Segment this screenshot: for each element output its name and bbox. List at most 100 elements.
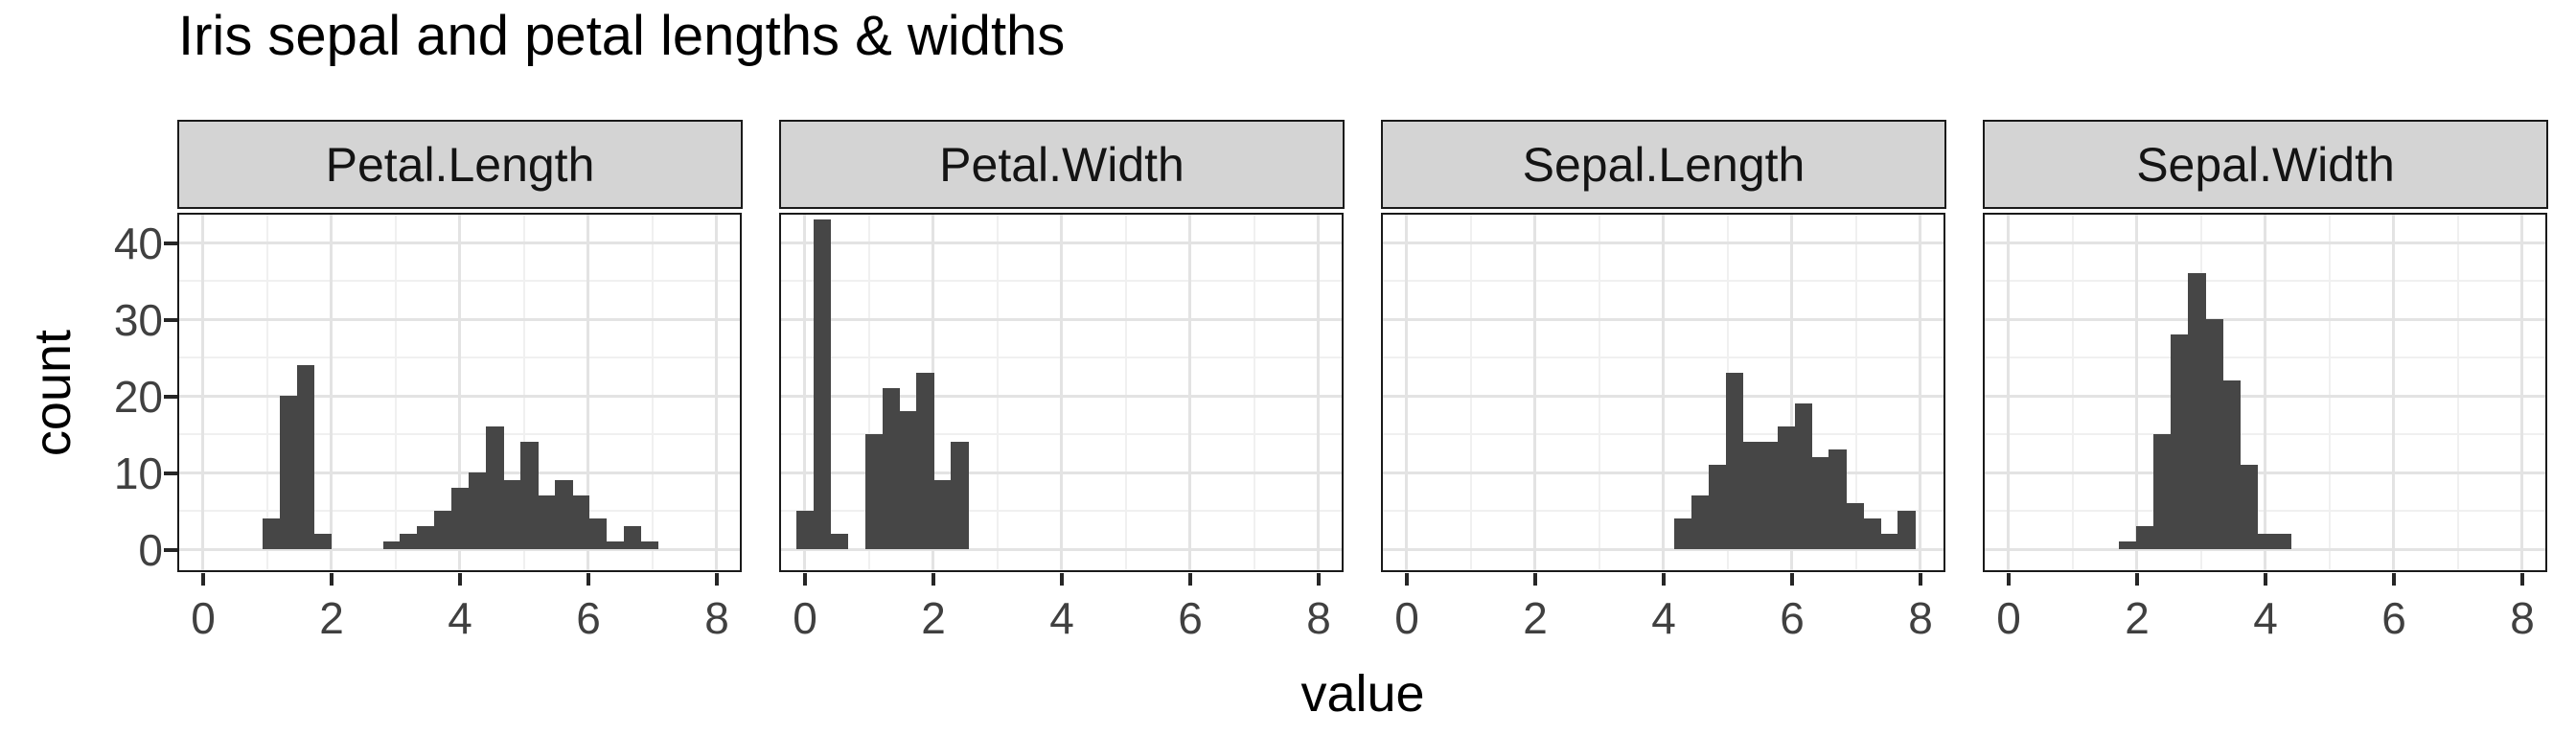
- x-tick-mark: [2392, 573, 2396, 586]
- y-tick-mark: [164, 471, 177, 475]
- grid-minor-v: [1469, 215, 1472, 570]
- grid-major-v: [458, 215, 461, 570]
- histogram-bar: [555, 480, 573, 549]
- x-tick-label: 8: [2510, 593, 2535, 643]
- x-tick-mark: [1790, 573, 1794, 586]
- histogram-bar: [503, 480, 521, 549]
- histogram-bar: [572, 495, 590, 549]
- grid-major-h: [1383, 317, 1944, 321]
- histogram-bar: [279, 396, 298, 549]
- histogram-bar: [296, 365, 315, 549]
- grid-major-v: [1188, 215, 1191, 570]
- histogram-bar: [640, 541, 659, 549]
- y-tick-label: 20: [113, 371, 163, 422]
- facet-strip: Sepal.Length: [1381, 120, 1946, 209]
- facet-strip-label: Petal.Width: [939, 137, 1184, 192]
- x-tick-label: 2: [2125, 593, 2150, 643]
- histogram-bar: [2171, 334, 2189, 549]
- grid-major-h: [781, 471, 1342, 474]
- x-tick-mark: [1405, 573, 1409, 586]
- grid-minor-v: [996, 215, 999, 570]
- x-tick-mark: [1188, 573, 1192, 586]
- histogram-bar: [434, 511, 452, 549]
- x-tick-label: 4: [1651, 593, 1676, 643]
- histogram-bar: [623, 526, 642, 549]
- histogram-bar: [1863, 518, 1881, 549]
- x-tick-mark: [2135, 573, 2139, 586]
- x-tick-label: 8: [704, 593, 729, 643]
- facet-panel: [1381, 213, 1945, 572]
- grid-major-v: [586, 215, 589, 570]
- grid-major-h: [1985, 394, 2545, 398]
- grid-major-h: [1985, 241, 2545, 244]
- y-tick-label: 30: [113, 294, 163, 345]
- x-tick-label: 0: [1394, 593, 1419, 643]
- histogram-bar: [2240, 465, 2258, 549]
- grid-major-v: [1317, 215, 1320, 570]
- x-tick-mark: [2520, 573, 2524, 586]
- facet-strip-label: Petal.Length: [325, 137, 595, 192]
- histogram-bar: [951, 442, 969, 549]
- grid-major-v: [2135, 215, 2138, 570]
- facet-panel: [177, 213, 742, 572]
- y-tick-label: 0: [138, 524, 163, 575]
- histogram-bar: [830, 534, 849, 549]
- grid-major-h: [1383, 547, 1944, 551]
- grid-major-v: [330, 215, 333, 570]
- histogram-bar: [1828, 449, 1847, 549]
- grid-minor-v: [2071, 215, 2074, 570]
- x-tick-mark: [1533, 573, 1537, 586]
- x-tick-label: 8: [1908, 593, 1933, 643]
- y-tick-label: 10: [113, 448, 163, 498]
- facet-strip: Petal.Length: [177, 120, 743, 209]
- facet-strip-label: Sepal.Length: [1522, 137, 1806, 192]
- facet-sepal-length: Sepal.Length 0 2 4 6 8: [1381, 120, 1946, 643]
- histogram-bar: [1708, 465, 1727, 549]
- facet-panels-row: Petal.Length 0 2 4 6 8 Petal.Width 0 2 4 6 8 Sepal.L…: [177, 120, 2548, 643]
- grid-minor-v: [1124, 215, 1127, 570]
- facet-panel: [779, 213, 1344, 572]
- x-tick-mark: [1919, 573, 1922, 586]
- grid-major-v: [1790, 215, 1793, 570]
- grid-major-v: [1662, 215, 1665, 570]
- grid-major-v: [1405, 215, 1408, 570]
- x-tick-label: 4: [1049, 593, 1074, 643]
- x-tick-label: 0: [191, 593, 216, 643]
- x-tick-label: 6: [1780, 593, 1805, 643]
- grid-major-h: [781, 394, 1342, 398]
- grid-major-h: [179, 241, 740, 244]
- histogram-bar: [1673, 518, 1692, 549]
- histogram-bar: [1846, 503, 1864, 549]
- grid-major-h: [179, 547, 740, 551]
- facet-strip: Sepal.Width: [1983, 120, 2548, 209]
- grid-major-h: [1985, 317, 2545, 321]
- histogram-bar: [588, 518, 608, 549]
- x-tick-mark: [201, 573, 205, 586]
- histogram-bar: [486, 426, 504, 549]
- histogram-bar: [933, 480, 952, 549]
- grid-major-h: [1383, 394, 1944, 398]
- histogram-bar: [813, 219, 832, 549]
- y-tick-mark: [164, 547, 177, 552]
- grid-major-v: [2392, 215, 2395, 570]
- x-tick-mark: [458, 573, 462, 586]
- histogram-bar: [469, 472, 487, 549]
- histogram-bar: [2257, 534, 2275, 549]
- x-tick-label: 0: [1996, 593, 2021, 643]
- grid-major-v: [715, 215, 718, 570]
- x-tick-label: 2: [1523, 593, 1548, 643]
- grid-minor-v: [1598, 215, 1600, 570]
- grid-major-h: [1985, 471, 2545, 474]
- x-tick-label: 6: [2381, 593, 2406, 643]
- x-tick-label: 8: [1306, 593, 1331, 643]
- histogram-bar: [2119, 541, 2137, 549]
- histogram-bar: [2153, 434, 2172, 549]
- histogram-bar: [520, 442, 539, 549]
- y-tick-mark: [164, 317, 177, 322]
- histogram-bar: [262, 518, 281, 549]
- histogram-bar: [882, 388, 901, 549]
- grid-major-h: [1383, 471, 1944, 474]
- histogram-bar: [2205, 319, 2223, 549]
- grid-minor-v: [265, 215, 268, 570]
- x-tick-label: 2: [921, 593, 946, 643]
